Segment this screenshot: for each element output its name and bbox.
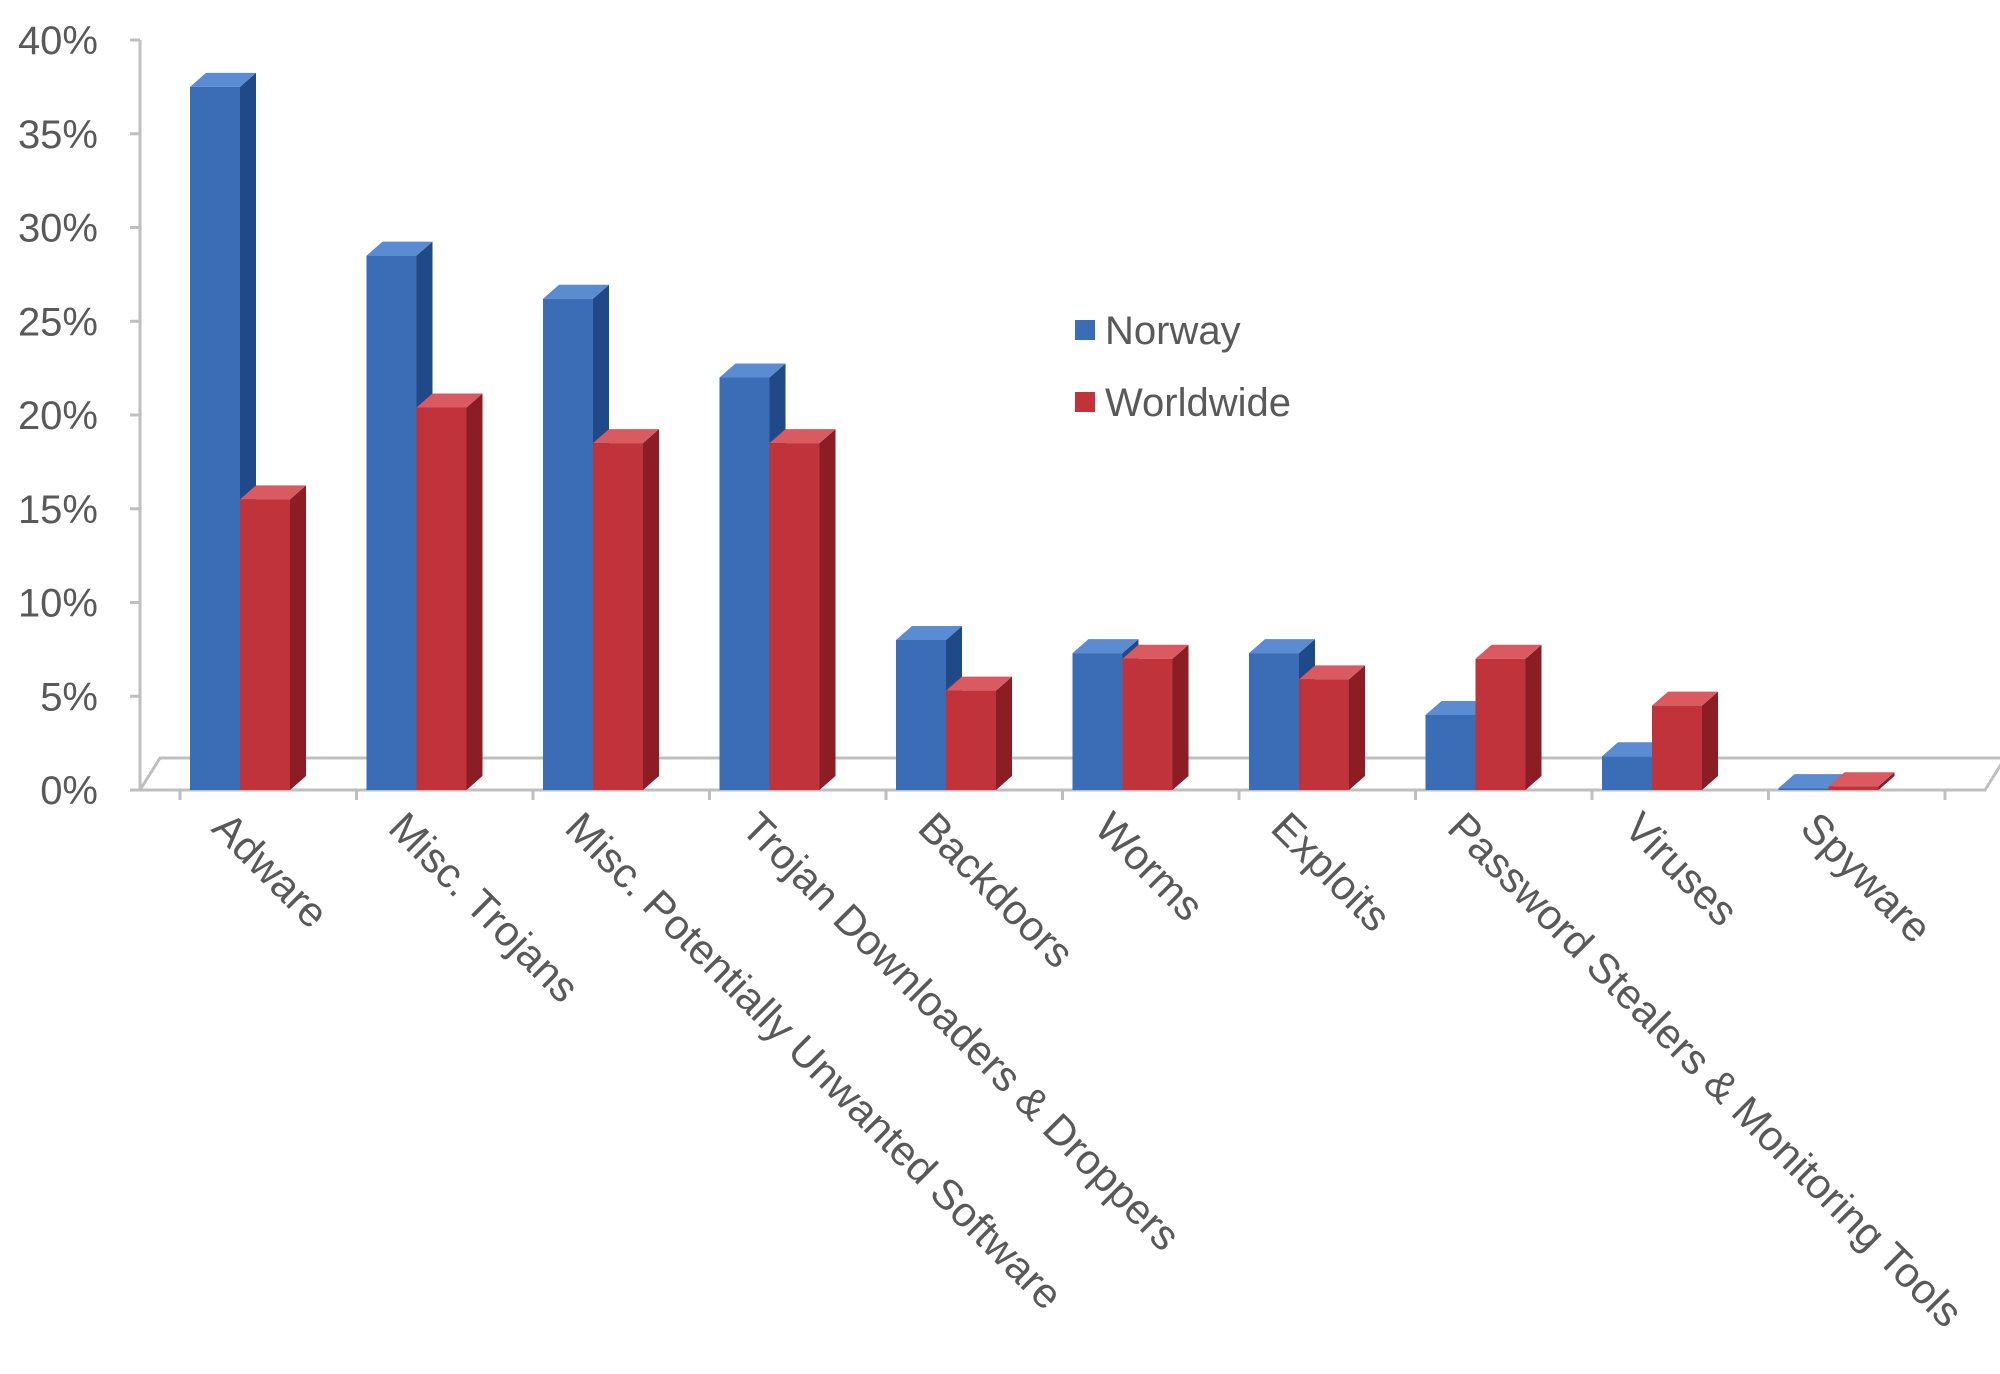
bar-front xyxy=(769,443,820,790)
bar-worldwide xyxy=(416,393,483,790)
bar-top xyxy=(896,626,962,640)
x-tick-label: Worms xyxy=(1086,803,1213,930)
bar-front xyxy=(1425,715,1476,790)
y-tick-label: 35% xyxy=(18,113,98,157)
bar-front xyxy=(190,86,240,790)
bar-side xyxy=(643,429,659,790)
y-tick-label: 0% xyxy=(40,769,98,813)
bar-top xyxy=(769,429,836,444)
bar-side xyxy=(1525,644,1542,790)
bar-top xyxy=(1425,701,1492,715)
x-tick-label: Adware xyxy=(204,803,338,937)
y-tick-label: 40% xyxy=(18,19,98,63)
x-tick-label: Spyware xyxy=(1792,803,1941,952)
bar-top xyxy=(1778,774,1845,789)
bar-front xyxy=(1778,788,1829,790)
bar-front xyxy=(719,377,770,790)
y-tick-label: 30% xyxy=(18,207,98,251)
bar-worldwide xyxy=(1299,665,1365,790)
bar-top xyxy=(190,72,256,87)
bar-top xyxy=(946,676,1012,691)
y-tick-label: 20% xyxy=(18,394,98,438)
bar-side xyxy=(290,485,306,790)
bar-top xyxy=(1299,665,1365,680)
legend-item-norway: Norway xyxy=(1075,309,1241,353)
bar-norway xyxy=(1602,742,1668,790)
bar-front xyxy=(1828,786,1879,790)
bar-side xyxy=(466,393,483,790)
y-tick-label: 5% xyxy=(40,675,98,719)
bar-front xyxy=(1475,658,1526,790)
bar-side xyxy=(996,676,1012,790)
bar-side xyxy=(1172,644,1189,790)
bar-top xyxy=(1652,691,1718,706)
bar-front xyxy=(240,499,290,790)
bar-side xyxy=(1702,691,1718,790)
bar-worldwide xyxy=(1828,772,1895,790)
bar-side xyxy=(1349,665,1365,790)
bar-front xyxy=(1602,756,1652,790)
bar-worldwide xyxy=(240,485,306,790)
bar-top xyxy=(543,284,609,299)
bar-front xyxy=(1122,658,1173,790)
bar-front xyxy=(1072,653,1123,790)
bar-top xyxy=(719,363,786,378)
bar-worldwide xyxy=(593,429,659,790)
bar-front xyxy=(896,640,946,790)
bar-front xyxy=(366,255,417,790)
legend-label: Worldwide xyxy=(1105,381,1291,425)
bar-worldwide xyxy=(946,676,1012,790)
y-tick-label: 10% xyxy=(18,582,98,626)
y-tick-label: 25% xyxy=(18,300,98,344)
bar-top xyxy=(593,429,659,444)
x-tick-label: Misc. Trojans xyxy=(380,803,588,1011)
bar-top xyxy=(1475,644,1542,659)
bar-top xyxy=(1249,639,1315,654)
legend-item-worldwide: Worldwide xyxy=(1075,381,1291,425)
legend-label: Norway xyxy=(1105,309,1241,353)
x-tick-label: Viruses xyxy=(1616,803,1748,935)
bar-front xyxy=(1652,705,1702,790)
legend-swatch xyxy=(1075,320,1095,340)
bar-top xyxy=(1072,639,1139,654)
y-tick-label: 15% xyxy=(18,488,98,532)
bar-worldwide xyxy=(1652,691,1718,790)
bar-worldwide xyxy=(1122,644,1189,790)
bar-front xyxy=(416,407,467,790)
bar-worldwide xyxy=(1475,644,1542,790)
bar-side xyxy=(1878,772,1895,790)
x-tick-label: Exploits xyxy=(1263,803,1400,940)
bar-top xyxy=(1122,644,1189,659)
bar-side xyxy=(819,429,836,790)
bar-worldwide xyxy=(769,429,836,790)
bar-top xyxy=(240,485,306,500)
bar-top xyxy=(366,241,433,256)
chart-floor xyxy=(137,756,2000,792)
bar-top xyxy=(1602,742,1668,757)
bar-front xyxy=(1299,679,1349,790)
bars xyxy=(190,72,1895,790)
bar-top xyxy=(1828,772,1895,787)
bar-norway xyxy=(190,72,256,790)
x-tick-label: Backdoors xyxy=(910,803,1084,977)
y-axis-ticks: 0% 5% 10% 15% 20% 25% 30% 35% 40% xyxy=(18,19,140,813)
bar-front xyxy=(593,443,643,790)
bar-top xyxy=(416,393,483,408)
bar-front xyxy=(543,298,593,790)
legend: Norway Worldwide xyxy=(1075,309,1291,425)
bar-front xyxy=(1249,653,1299,790)
bar-front xyxy=(946,690,996,790)
legend-swatch xyxy=(1075,392,1095,412)
